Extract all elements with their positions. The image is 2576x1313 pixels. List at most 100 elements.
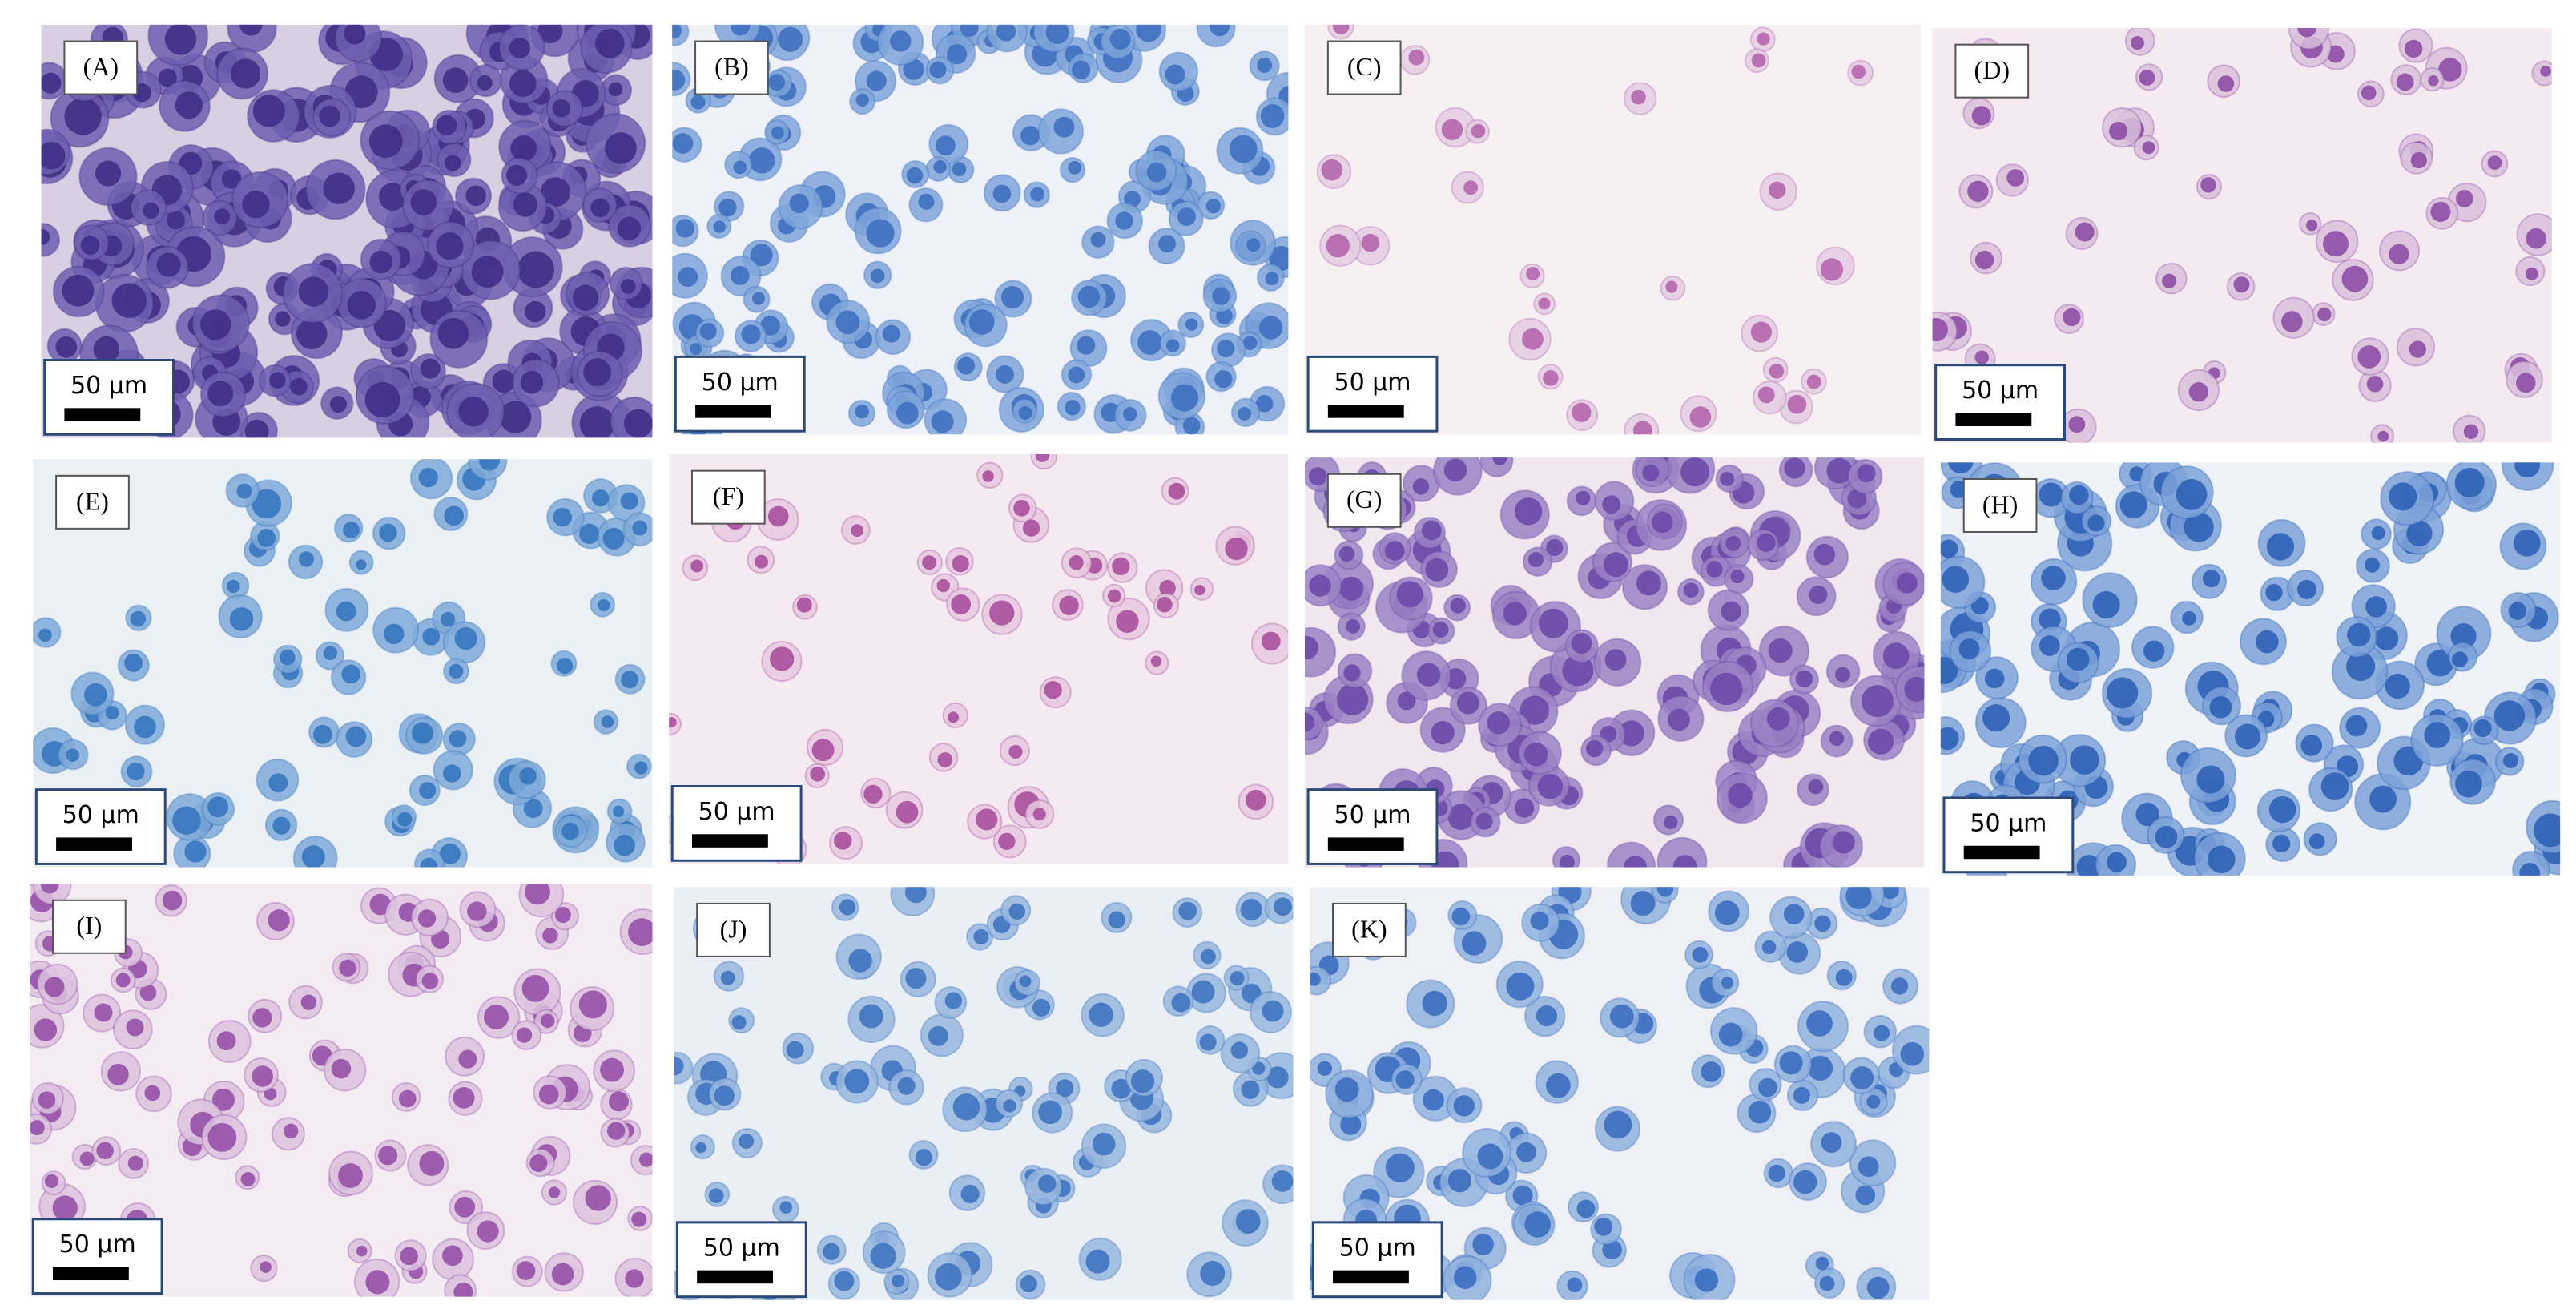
scale-label: 50 µm xyxy=(1334,369,1411,397)
nucleus xyxy=(38,1091,56,1109)
nucleus xyxy=(323,646,337,660)
panel-label: (E) xyxy=(76,486,109,515)
nucleus xyxy=(2540,66,2551,77)
nucleus xyxy=(364,381,400,417)
nucleus xyxy=(290,377,308,396)
nucleus xyxy=(786,1041,804,1059)
nucleus xyxy=(467,901,487,921)
nucleus xyxy=(1514,497,1543,526)
nucleus xyxy=(2135,802,2159,827)
nucleus xyxy=(1585,739,1604,758)
nucleus xyxy=(1340,1114,1362,1135)
nucleus xyxy=(1200,949,1216,965)
nucleus xyxy=(1456,691,1479,715)
nucleus xyxy=(1940,727,1959,751)
nucleus xyxy=(2424,722,2451,749)
panel: (K) 50 µm xyxy=(1310,887,1930,1300)
nucleus xyxy=(80,236,100,256)
nucleus xyxy=(1200,1260,1226,1287)
nucleus xyxy=(1425,558,1449,582)
nucleus xyxy=(1757,1077,1777,1098)
nucleus xyxy=(478,459,501,471)
nucleus xyxy=(373,309,405,342)
nucleus xyxy=(1576,490,1591,505)
nucleus xyxy=(2365,557,2380,573)
nucleus xyxy=(1107,589,1121,603)
nucleus xyxy=(771,126,784,139)
nucleus xyxy=(1068,161,1082,175)
nucleus xyxy=(517,251,554,288)
nucleus xyxy=(344,24,366,45)
nucleus xyxy=(690,343,702,356)
nucleus xyxy=(1111,1078,1132,1099)
nucleus xyxy=(127,1155,143,1171)
nucleus xyxy=(525,300,546,323)
cells xyxy=(30,884,653,1297)
nucleus xyxy=(952,1093,980,1121)
nucleus xyxy=(2107,677,2139,709)
nucleus xyxy=(2184,512,2214,542)
nucleus xyxy=(465,185,486,207)
nucleus xyxy=(1750,321,1773,343)
nucleus xyxy=(1819,1275,1835,1291)
nucleus xyxy=(541,177,571,207)
nucleus xyxy=(542,928,558,944)
nucleus xyxy=(1451,907,1471,926)
scale-bar xyxy=(56,837,132,851)
nucleus xyxy=(1857,464,1876,483)
nucleus xyxy=(1461,931,1487,956)
nucleus xyxy=(62,274,95,307)
nucleus xyxy=(1212,287,1230,305)
nucleus xyxy=(578,990,607,1019)
nucleus xyxy=(41,142,66,170)
nucleus xyxy=(94,1003,113,1022)
cells xyxy=(1304,457,1925,868)
nucleus xyxy=(998,832,1016,850)
nucleus xyxy=(175,91,203,119)
nucleus xyxy=(458,1049,477,1069)
nucleus xyxy=(52,1195,78,1221)
nucleus xyxy=(1636,570,1661,596)
nucleus xyxy=(2404,39,2423,58)
nucleus xyxy=(1728,783,1753,808)
nucleus xyxy=(1683,582,1699,598)
nucleus xyxy=(268,909,290,932)
nucleus xyxy=(2182,610,2197,626)
nucleus xyxy=(1807,1055,1833,1081)
nucleus xyxy=(144,1085,161,1102)
nucleus xyxy=(1694,1268,1719,1292)
nucleus xyxy=(1487,711,1510,735)
label-box xyxy=(1962,477,2038,533)
cells xyxy=(674,887,1294,1300)
nucleus xyxy=(1779,1051,1803,1075)
nucleus xyxy=(252,1008,272,1028)
nucleus xyxy=(936,578,950,593)
nucleus xyxy=(1808,779,1824,795)
scale-box xyxy=(43,359,175,436)
nucleus xyxy=(1850,1066,1874,1089)
nucleus xyxy=(855,404,869,419)
panel: (G) 50 µm xyxy=(1304,457,1925,868)
nucleus xyxy=(730,24,751,36)
nucleus xyxy=(1526,267,1540,281)
nucleus xyxy=(1571,633,1592,654)
nucleus xyxy=(2365,596,2387,618)
nucleus xyxy=(1257,57,1273,73)
nucleus xyxy=(397,812,413,827)
nucleus xyxy=(84,683,107,707)
nucleus xyxy=(200,309,231,340)
panel-label: (B) xyxy=(714,52,749,81)
nucleus xyxy=(557,658,574,675)
nucleus xyxy=(2109,122,2128,141)
nucleus xyxy=(2272,834,2291,853)
nucleus xyxy=(937,752,953,767)
nucleus xyxy=(931,410,954,433)
nucleus xyxy=(1214,370,1233,389)
nucleus xyxy=(454,1196,476,1218)
label-box xyxy=(1326,40,1402,95)
nucleus xyxy=(2503,753,2518,769)
panel-label: (H) xyxy=(1982,489,2018,518)
nucleus xyxy=(1168,482,1185,500)
nucleus xyxy=(690,559,704,573)
